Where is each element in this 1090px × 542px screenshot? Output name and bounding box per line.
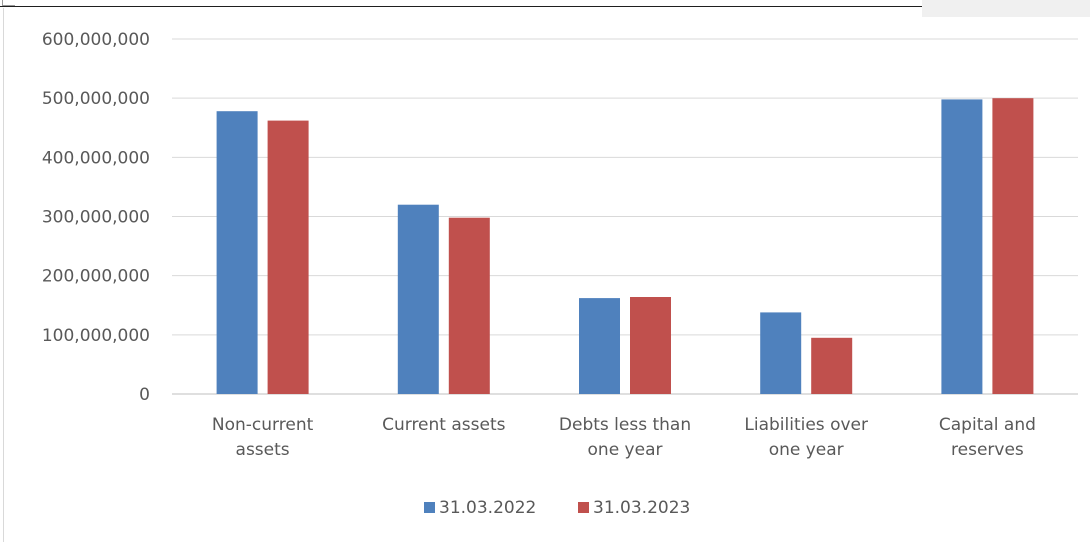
legend: 31.03.2022 31.03.2023 — [424, 498, 690, 518]
bar-31.03.2022-liabilities-over-one-year — [760, 312, 802, 394]
y-tick-label: 0 — [139, 385, 150, 405]
bar-31.03.2023-liabilities-over-one-year — [811, 337, 853, 394]
x-category-label: one year — [769, 440, 844, 460]
y-tick-label: 400,000,000 — [42, 148, 150, 168]
legend-swatch — [424, 502, 435, 513]
legend-label: 31.03.2023 — [593, 498, 690, 518]
x-category-label: Non-current — [212, 415, 314, 435]
legend-label: 31.03.2022 — [439, 498, 536, 518]
x-category-label: assets — [236, 440, 290, 460]
x-category-label: Current assets — [382, 415, 506, 435]
gridlines — [172, 38, 1078, 395]
y-tick-label: 100,000,000 — [42, 326, 150, 346]
x-category-label: reserves — [951, 440, 1024, 460]
y-tick-label: 500,000,000 — [42, 89, 150, 109]
x-category-label: Debts less than — [559, 415, 691, 435]
bar-31.03.2022-non-current-assets — [216, 111, 258, 394]
top-border-line — [0, 6, 1090, 7]
y-tick-label: 300,000,000 — [42, 208, 150, 228]
y-tick-label: 600,000,000 — [42, 30, 150, 50]
bar-31.03.2023-debts-less-than-one-year — [630, 297, 671, 394]
corner-marker — [2, 0, 15, 6]
gray-tab-area — [922, 0, 1090, 17]
y-axis-tick-labels: 0 100,000,000 200,000,000 300,000,000 400,00… — [42, 30, 150, 405]
bar-31.03.2023-capital-and-reserves — [992, 98, 1034, 394]
legend-swatch — [578, 502, 589, 513]
bar-31.03.2023-current-assets — [448, 217, 490, 394]
chart-frame-left-edge — [3, 8, 4, 542]
x-category-label: Capital and — [939, 415, 1036, 435]
x-category-label: Liabilities over — [744, 415, 868, 435]
x-axis-category-labels: Non-current assets Current assets Debts les… — [212, 415, 1036, 460]
bar-31.03.2023-non-current-assets — [267, 120, 309, 394]
bars — [216, 98, 1034, 395]
bar-31.03.2022-capital-and-reserves — [941, 99, 983, 395]
x-category-label: one year — [588, 440, 663, 460]
y-tick-label: 200,000,000 — [42, 267, 150, 287]
bar-31.03.2022-current-assets — [397, 204, 439, 394]
bar-31.03.2022-debts-less-than-one-year — [579, 298, 620, 394]
